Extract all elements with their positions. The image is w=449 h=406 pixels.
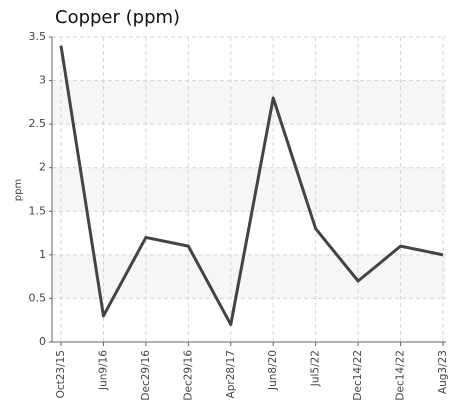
y-axis-label: ppm — [13, 179, 24, 201]
y-tick-label: 0.5 — [29, 291, 47, 304]
x-tick-label: Dec14/22 — [395, 350, 407, 401]
x-tick-label: Dec29/16 — [182, 350, 194, 401]
y-tick-label: 3.5 — [29, 30, 47, 43]
x-tick-label: Jun9/16 — [97, 350, 109, 391]
band — [52, 254, 446, 299]
y-tick-label: 1.5 — [29, 204, 47, 217]
x-tick-label: Oct23/15 — [55, 350, 67, 398]
y-tick-label: 2 — [39, 161, 46, 174]
band — [52, 80, 446, 125]
x-tick-label: Jun8/20 — [267, 350, 279, 391]
x-tick-label: Jul5/22 — [310, 350, 322, 387]
x-tick-label: Dec29/16 — [140, 350, 152, 401]
x-tick-label: Aug3/23 — [437, 350, 449, 394]
x-tick-label: Dec14/22 — [352, 350, 364, 401]
data-line — [59, 45, 444, 327]
chart-title: Copper (ppm) — [55, 7, 180, 28]
y-tick-label: 2.5 — [29, 117, 47, 130]
band — [52, 167, 446, 212]
x-tick-label: Apr28/17 — [225, 350, 237, 398]
y-tick-label: 3 — [39, 74, 46, 87]
y-tick-label: 1 — [39, 248, 46, 261]
y-tick-label: 0 — [39, 335, 46, 348]
